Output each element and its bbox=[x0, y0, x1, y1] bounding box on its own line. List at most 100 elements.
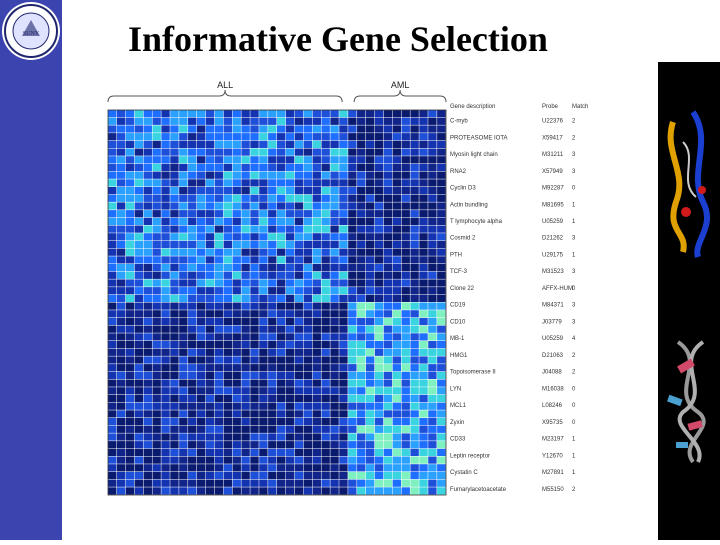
heat-cell bbox=[134, 148, 144, 156]
heat-cell bbox=[365, 341, 375, 349]
heat-cell bbox=[259, 179, 268, 187]
table-cell: Actin bundling bbox=[450, 202, 488, 208]
heat-cell bbox=[294, 302, 304, 310]
heat-cell bbox=[285, 325, 295, 333]
heat-cell bbox=[143, 187, 152, 195]
heat-cell bbox=[410, 194, 419, 202]
heat-cell bbox=[152, 194, 161, 202]
heat-cell bbox=[152, 471, 161, 480]
heat-cell bbox=[285, 179, 295, 187]
heat-cell bbox=[277, 371, 286, 379]
heat-cell bbox=[116, 140, 126, 148]
heat-cell bbox=[134, 110, 144, 118]
heat-cell bbox=[410, 302, 419, 310]
heat-cell bbox=[330, 156, 339, 164]
heat-cell bbox=[374, 156, 384, 164]
heat-cell bbox=[134, 202, 144, 210]
heat-cell bbox=[241, 110, 250, 118]
heat-cell bbox=[312, 487, 321, 495]
heat-cell bbox=[330, 487, 339, 495]
heat-cell bbox=[232, 364, 241, 372]
heat-cell bbox=[179, 287, 188, 295]
heat-cell bbox=[179, 356, 188, 364]
heat-cell bbox=[312, 456, 321, 464]
title-bar bbox=[62, 0, 720, 62]
heat-cell bbox=[383, 110, 393, 118]
heat-cell bbox=[277, 341, 286, 349]
heat-cell bbox=[330, 187, 339, 195]
heat-cell bbox=[392, 163, 402, 172]
heat-cell bbox=[401, 264, 410, 272]
heat-cell bbox=[348, 464, 357, 472]
heat-cell bbox=[250, 341, 259, 349]
heat-cell bbox=[374, 348, 384, 356]
heat-cell bbox=[419, 156, 428, 164]
heatmap-grid bbox=[107, 109, 447, 496]
heat-cell bbox=[179, 371, 188, 379]
heat-cell bbox=[357, 171, 366, 179]
heat-cell bbox=[232, 148, 241, 156]
heat-cell bbox=[348, 418, 357, 426]
heat-cell bbox=[108, 471, 117, 480]
heat-cell bbox=[410, 402, 419, 410]
heat-cell bbox=[259, 448, 268, 456]
heat-cell bbox=[241, 456, 250, 464]
heat-cell bbox=[250, 487, 259, 495]
heat-cell bbox=[428, 310, 437, 318]
heat-cell bbox=[330, 310, 339, 318]
heat-cell bbox=[365, 394, 375, 403]
heat-cell bbox=[268, 156, 277, 164]
heat-cell bbox=[410, 187, 419, 195]
heat-cell bbox=[152, 133, 161, 141]
heat-cell bbox=[250, 240, 259, 249]
heat-cell bbox=[312, 271, 321, 279]
heat-cell bbox=[241, 379, 250, 387]
heat-cell bbox=[419, 240, 428, 249]
heat-cell bbox=[188, 325, 197, 333]
heat-cell bbox=[250, 140, 259, 148]
heat-cell bbox=[116, 110, 126, 118]
heat-cell bbox=[232, 110, 241, 118]
table-cell: Myosin light chain bbox=[450, 152, 498, 158]
heat-cell bbox=[188, 464, 197, 472]
heat-cell bbox=[116, 133, 126, 141]
heat-cell bbox=[437, 225, 446, 233]
heat-cell bbox=[170, 448, 179, 456]
heat-cell bbox=[348, 163, 357, 172]
heat-cell bbox=[428, 410, 437, 418]
heat-cell bbox=[330, 302, 339, 310]
heat-cell bbox=[170, 217, 179, 225]
heat-cell bbox=[428, 233, 437, 241]
heat-cell bbox=[259, 225, 268, 233]
heat-cell bbox=[108, 187, 117, 195]
heat-cell bbox=[179, 279, 188, 287]
heat-cell bbox=[357, 456, 366, 464]
heat-cell bbox=[428, 125, 437, 133]
heat-cell bbox=[223, 448, 233, 456]
table-cell: M23197 bbox=[542, 437, 564, 443]
heat-cell bbox=[196, 217, 206, 225]
heat-cell bbox=[232, 287, 241, 295]
heat-cell bbox=[365, 156, 375, 164]
heat-cell bbox=[294, 248, 304, 256]
heat-cell bbox=[428, 171, 437, 179]
heat-cell bbox=[401, 471, 410, 480]
heat-cell bbox=[419, 302, 428, 310]
heat-cell bbox=[152, 287, 161, 295]
heat-cell bbox=[419, 287, 428, 295]
heat-cell bbox=[223, 487, 233, 495]
heat-cell bbox=[223, 348, 233, 356]
heat-cell bbox=[188, 287, 197, 295]
heat-cell bbox=[285, 187, 295, 195]
heat-cell bbox=[268, 233, 277, 241]
heat-cell bbox=[303, 156, 313, 164]
heat-cell bbox=[161, 240, 170, 249]
heat-cell bbox=[410, 348, 419, 356]
table-cell: M16038 bbox=[542, 386, 564, 392]
heat-cell bbox=[339, 479, 348, 487]
heat-cell bbox=[250, 479, 259, 487]
heat-cell bbox=[179, 179, 188, 187]
heat-cell bbox=[401, 287, 410, 295]
heat-cell bbox=[437, 325, 446, 333]
heat-cell bbox=[223, 333, 233, 341]
